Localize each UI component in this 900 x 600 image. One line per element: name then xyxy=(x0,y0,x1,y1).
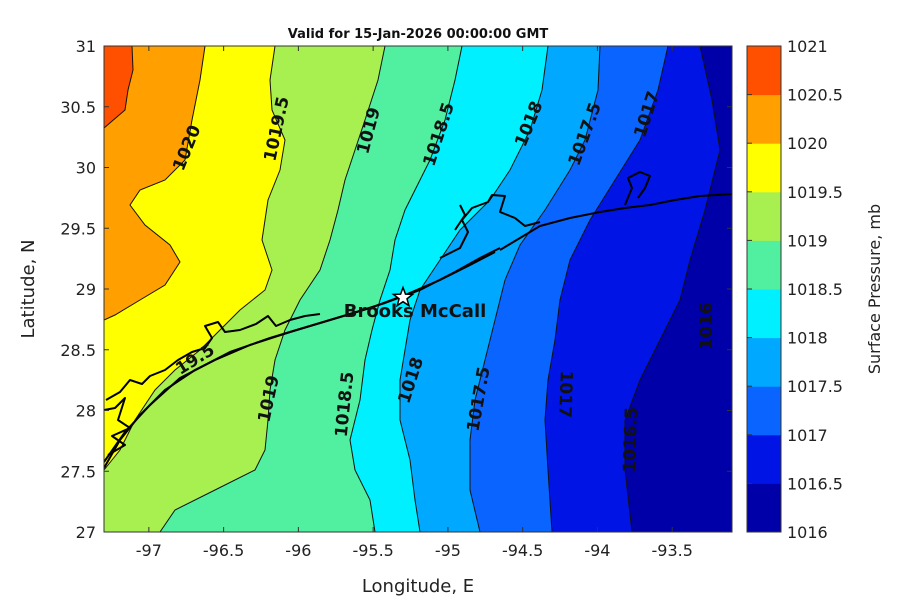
colorbar-segment xyxy=(747,386,781,436)
colorbar-tick-label: 1019.5 xyxy=(787,183,843,202)
colorbar-tick-label: 1018.5 xyxy=(787,280,843,299)
colorbar-segment xyxy=(747,240,781,290)
x-axis-label: Longitude, E xyxy=(362,576,474,597)
colorbar-tick-label: 1017.5 xyxy=(787,377,843,396)
band-1020 xyxy=(104,46,205,320)
contour-label-1016: 1016 xyxy=(697,302,717,349)
colorbar-segment xyxy=(747,143,781,193)
colorbar-tick-label: 1021 xyxy=(787,37,828,56)
contour-label-1016-5: 1016.5 xyxy=(620,407,642,473)
map-title: Valid for 15-Jan-2026 00:00:00 GMT xyxy=(288,27,549,42)
y-tick-label: 27.5 xyxy=(60,462,96,481)
colorbar-label: Surface Pressure, mb xyxy=(865,204,884,374)
x-tick-label: -96 xyxy=(285,541,311,560)
colorbar-segment xyxy=(747,483,781,533)
y-tick-label: 30.5 xyxy=(60,98,96,117)
y-tick-label: 31 xyxy=(76,37,96,56)
pressure-contour-fills xyxy=(104,46,732,532)
colorbar-segment xyxy=(747,289,781,339)
colorbar-tick-label: 1018 xyxy=(787,329,828,348)
x-tick-label: -95 xyxy=(435,541,461,560)
x-tick-label: -94 xyxy=(584,541,610,560)
colorbar-segment xyxy=(747,191,781,241)
coastline xyxy=(104,171,732,469)
colorbar-tick-label: 1020 xyxy=(787,134,828,153)
colorbar-segment xyxy=(747,337,781,387)
x-tick-label: -94.5 xyxy=(502,541,543,560)
station-label: Brooks McCall xyxy=(344,301,487,322)
x-tick-label: -96.5 xyxy=(203,541,244,560)
colorbar-tick-label: 1020.5 xyxy=(787,86,843,105)
station-marker: Brooks McCall xyxy=(344,285,487,322)
y-tick-label: 29 xyxy=(76,280,96,299)
y-tick-label: 27 xyxy=(76,523,96,542)
band-1020-5 xyxy=(104,46,133,128)
y-tick-label: 28.5 xyxy=(60,341,96,360)
colorbar-tick-label: 1016 xyxy=(787,523,828,542)
colorbar-tick-label: 1016.5 xyxy=(787,474,843,493)
y-tick-label: 30 xyxy=(76,159,96,178)
colorbar-segment xyxy=(747,46,781,96)
contour-label-1017-bottom: 1017 xyxy=(554,370,576,418)
x-tick-label: -93.5 xyxy=(651,541,692,560)
y-tick-label: 29.5 xyxy=(60,219,96,238)
pressure-contour-lines xyxy=(104,46,721,532)
y-axis: 27 27.5 28 28.5 29 29.5 30 30.5 31 xyxy=(60,37,732,542)
y-tick-label: 28 xyxy=(76,402,96,421)
colorbar-tick-label: 1017 xyxy=(787,426,828,445)
colorbar-tick-label: 1019 xyxy=(787,231,828,250)
colorbar-segment xyxy=(747,94,781,144)
colorbar-segment xyxy=(747,434,781,484)
y-axis-label: Latitude, N xyxy=(18,240,39,339)
x-tick-label: -95.5 xyxy=(352,541,393,560)
colorbar: 1016 1016.5 1017 1017.5 1018 1018.5 1019 1019.5… xyxy=(746,37,843,542)
x-tick-label: -97 xyxy=(136,541,162,560)
x-axis: -97 -96.5 -96 -95.5 -95 -94.5 -94 -93.5 xyxy=(136,46,693,560)
station-star-icon xyxy=(391,285,415,308)
